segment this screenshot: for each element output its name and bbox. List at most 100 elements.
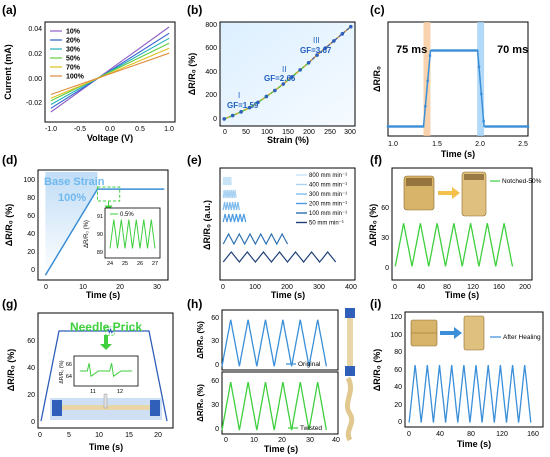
data-point (306, 60, 311, 65)
data-point (400, 125, 404, 128)
panel-h-top-yticks: 0 30 60 (211, 315, 219, 369)
zoom-box (96, 186, 121, 202)
data-point (512, 125, 516, 128)
data-point (256, 100, 260, 105)
data-point (498, 125, 502, 128)
y-tick: 0 (215, 362, 219, 369)
legend-twisted: Twisted (300, 425, 322, 432)
panel-i-ylabel: ΔR/R₀ (%) (372, 349, 382, 392)
sample-original-image (347, 318, 353, 366)
panel-h-bottom-frame (221, 371, 339, 435)
x-tick: 200 (303, 129, 315, 136)
y-tick: 91 (97, 214, 103, 220)
clamp-top (345, 308, 355, 318)
x-tick: 0.5 (135, 126, 145, 133)
y-tick: 600 (205, 45, 217, 52)
x-tick: 300 (344, 129, 356, 136)
data-point (281, 82, 286, 86)
panel-e-letter: (e) (187, 153, 202, 167)
panel-a: (a) -1.0 -0.5 0.0 0.5 1.0 -0.02 0.00 0.0… (2, 3, 176, 143)
data-point (414, 125, 418, 128)
panel-f-letter: (f) (370, 153, 382, 167)
x-tick: 400 (345, 284, 357, 291)
panel-b-ylabel: ΔR/R₀ (%) (187, 53, 197, 96)
x-tick: 100 (249, 284, 261, 291)
panel-a-plot (50, 26, 170, 113)
x-tick: 20 (154, 432, 162, 439)
wave-3 (222, 213, 247, 223)
legend-label: 20% (66, 38, 81, 45)
data-point (522, 125, 525, 128)
wave-4 (222, 232, 289, 246)
data-point (421, 125, 425, 128)
panel-h-bottom-yticks: 0 30 60 (211, 378, 219, 433)
panel-b-letter: (b) (187, 3, 202, 17)
data-point (454, 49, 457, 52)
y-tick: 20 (27, 249, 35, 256)
y-tick: 40 (394, 384, 402, 391)
data-point (508, 125, 511, 128)
data-point (480, 92, 483, 96)
data-point (447, 49, 450, 52)
x-tick: 2.0 (475, 141, 485, 148)
inset-line (109, 219, 156, 249)
panel-h-top-frame (221, 309, 339, 371)
fit-line-3 (308, 26, 352, 64)
panel-b-yticks: 0 200 400 600 800 (205, 22, 217, 123)
panel-h-top-ylabel: ΔR/R₀ (%) (196, 321, 205, 359)
y-tick: 66 (66, 362, 72, 368)
inset-legend-label: 0.5% (120, 212, 134, 218)
sample-after-image (461, 171, 487, 217)
legend-label: 200 mm min⁻¹ (309, 202, 347, 208)
notched-sample-photo (403, 171, 487, 217)
panel-c-xlabel: Time (s) (441, 149, 475, 159)
region-label-2: II (282, 65, 286, 74)
rise-time-label: 75 ms (396, 44, 427, 56)
data-point (403, 125, 406, 128)
healing-sample-photo (410, 315, 485, 351)
legend-label: 30% (66, 47, 81, 54)
panel-i: (i) After Healing 0 40 80 120 160 0 20 4… (370, 297, 544, 449)
data-point (445, 49, 448, 52)
data-point (494, 125, 497, 128)
data-point (482, 119, 485, 123)
base-strain-label: Base Strain (44, 176, 105, 188)
data-point (222, 117, 227, 121)
legend-original: Original (298, 361, 321, 368)
x-tick: 0 (223, 129, 227, 136)
iv-line-30% (50, 37, 170, 105)
panel-f-xticks: 0 40 80 120 160 200 (393, 284, 531, 291)
x-tick: 1.0 (164, 126, 174, 133)
twist-sample-photo (344, 308, 355, 442)
data-point (426, 79, 429, 83)
x-tick: 40 (332, 437, 340, 444)
panel-g-xticks: 0 5 10 15 20 (38, 432, 162, 439)
x-tick: 200 (281, 284, 293, 291)
clamp-bottom (345, 366, 355, 376)
y-tick: 89 (97, 250, 103, 256)
data-point (264, 94, 269, 99)
panel-g: (g) Needle Prick 11 12 64 66 ΔR/R₀ (%) (2, 297, 174, 452)
panel-e: (e) 800 mm min⁻¹ 400 mm min⁻¹ 300 mm min⁻¹… (187, 153, 357, 300)
panel-h-xticks: 0 10 20 30 40 (224, 437, 340, 444)
x-tick: 0 (224, 437, 228, 444)
panel-e-frame (219, 167, 356, 281)
legend-label: 400 mm min⁻¹ (309, 183, 347, 189)
inset-ylabel: ΔR/R₀ (%) (84, 220, 90, 248)
data-point (505, 125, 509, 128)
panel-g-inset: 11 12 64 66 ΔR/R₀ (%) (59, 355, 139, 395)
y-tick: 80 (27, 195, 35, 202)
x-tick: 0 (221, 284, 225, 291)
panel-a-xlabel: Voltage (V) (87, 133, 133, 143)
data-point (459, 49, 462, 52)
y-tick: 60 (394, 367, 402, 374)
y-tick: 40 (27, 231, 35, 238)
data-point (517, 125, 520, 128)
data-point (456, 49, 460, 52)
x-tick: 100 (261, 129, 273, 136)
y-tick: 0 (215, 426, 219, 433)
data-point (484, 125, 488, 128)
data-point (396, 125, 399, 128)
panel-f-frame (391, 167, 533, 281)
x-tick: 15 (125, 432, 133, 439)
